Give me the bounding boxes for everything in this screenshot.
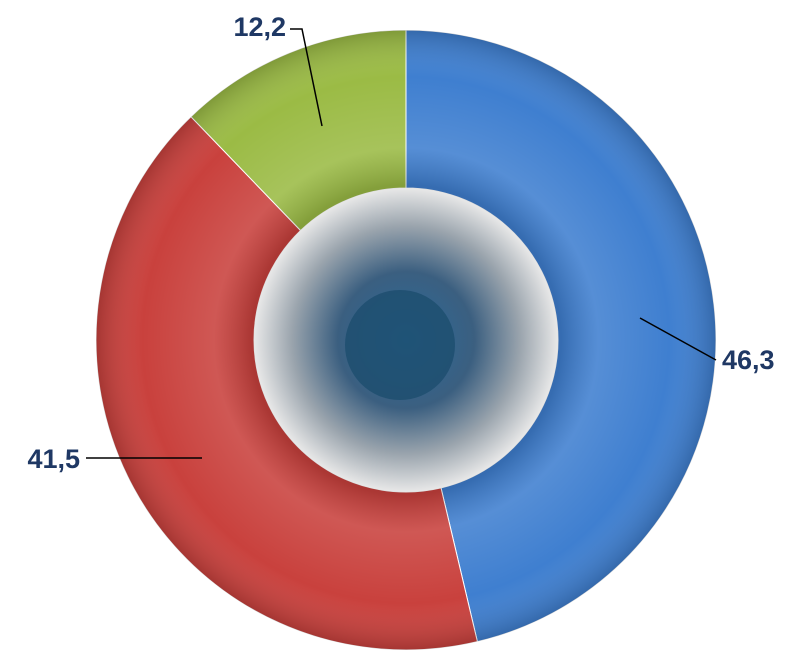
value-label: 12,2 xyxy=(233,12,286,42)
chart: 46,3 41,5 12,2 xyxy=(0,0,799,653)
value-label: 41,5 xyxy=(27,444,80,474)
value-label: 46,3 xyxy=(722,345,775,375)
center-globe xyxy=(345,290,455,400)
